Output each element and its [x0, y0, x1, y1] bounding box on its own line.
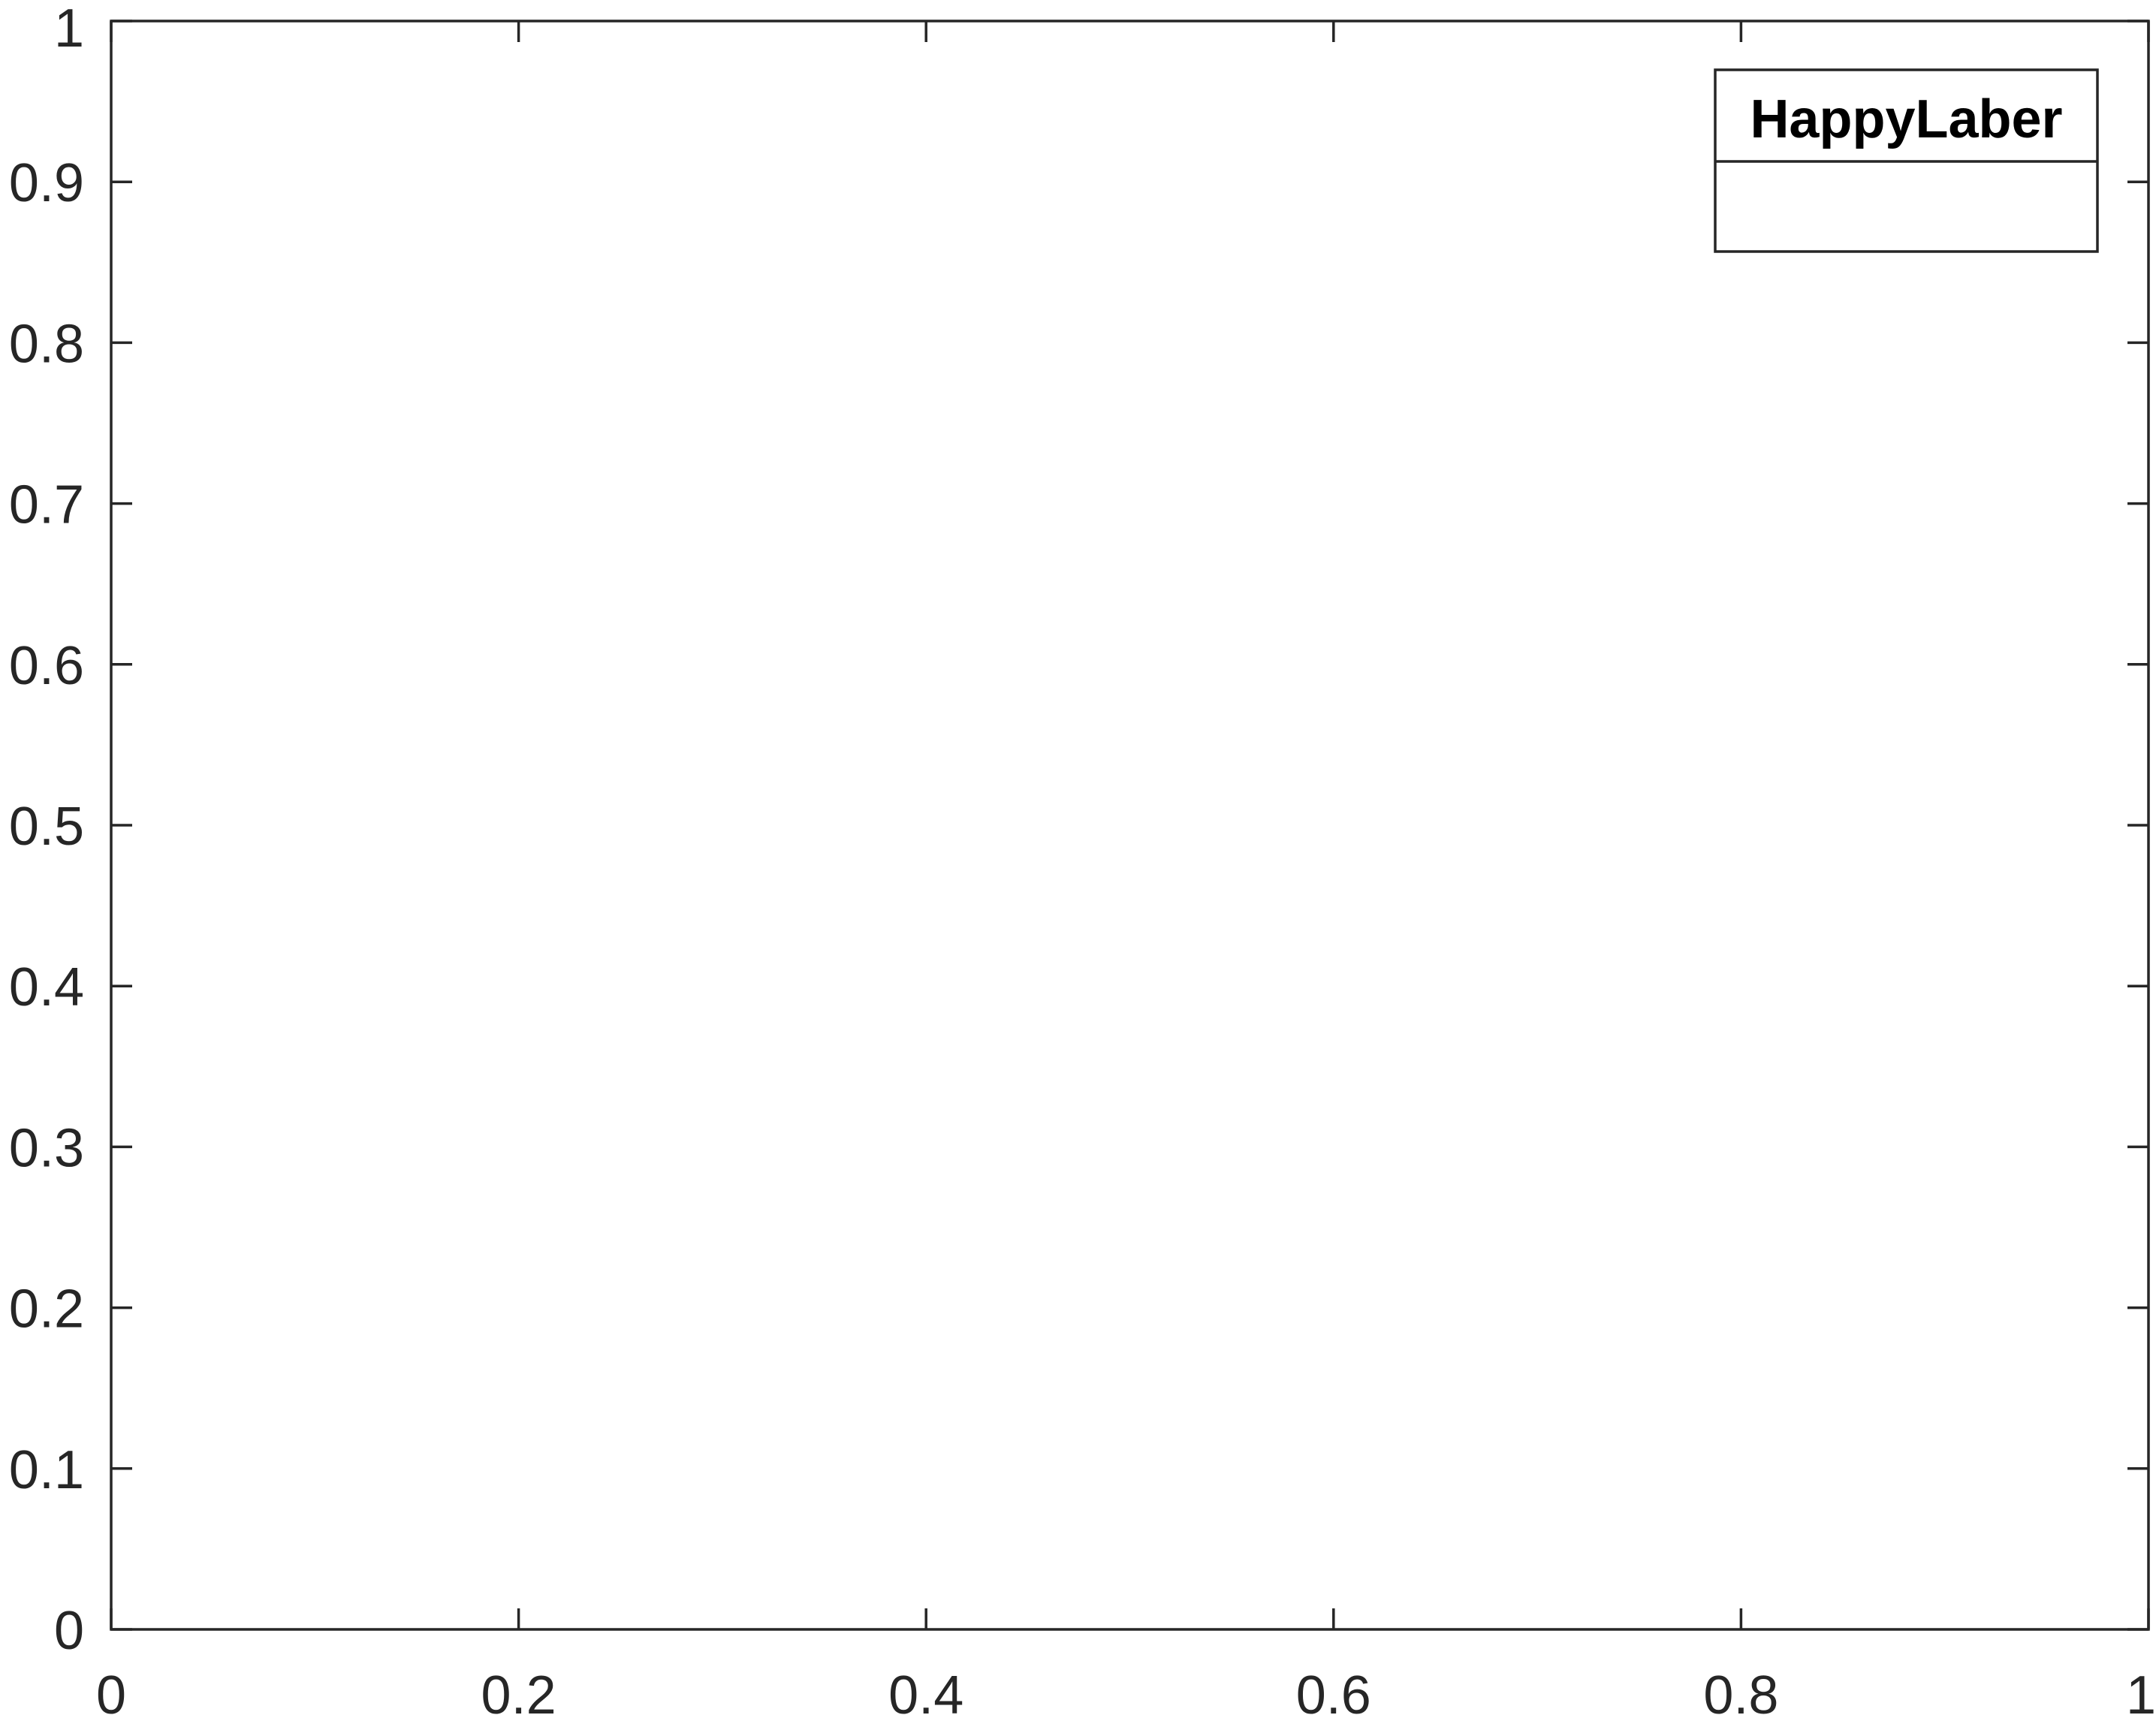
- x-tick-label: 0.2: [481, 1665, 556, 1718]
- legend-title: HappyLaber: [1750, 89, 2062, 149]
- x-tick-label: 0.4: [888, 1665, 963, 1718]
- y-axis: 0 0.1 0.2 0.3 0.4 0.5 0.6 0.7 0.8 0.9 1: [9, 0, 2148, 1661]
- x-tick-label: 0: [96, 1665, 126, 1718]
- x-tick-label: 0.8: [1703, 1665, 1778, 1718]
- y-tick-label: 0.4: [9, 957, 84, 1017]
- y-tick-label: 0.2: [9, 1279, 84, 1340]
- y-tick-label: 0.9: [9, 153, 84, 213]
- x-axis: 0 0.2 0.4 0.6 0.8 1: [96, 21, 2156, 1718]
- y-tick-label: 0.5: [9, 797, 84, 857]
- x-tick-label: 1: [2126, 1665, 2156, 1718]
- y-tick-label: 1: [54, 0, 84, 59]
- y-tick-label: 0.1: [9, 1440, 84, 1500]
- x-tick-label: 0.6: [1296, 1665, 1371, 1718]
- plot-area: [110, 20, 2150, 1631]
- y-tick-label: 0.8: [9, 314, 84, 374]
- y-tick-label: 0.7: [9, 475, 84, 535]
- y-tick-label: 0: [54, 1601, 84, 1661]
- legend: HappyLaber: [1714, 68, 2099, 253]
- y-tick-label: 0.6: [9, 636, 84, 696]
- y-tick-label: 0.3: [9, 1118, 84, 1178]
